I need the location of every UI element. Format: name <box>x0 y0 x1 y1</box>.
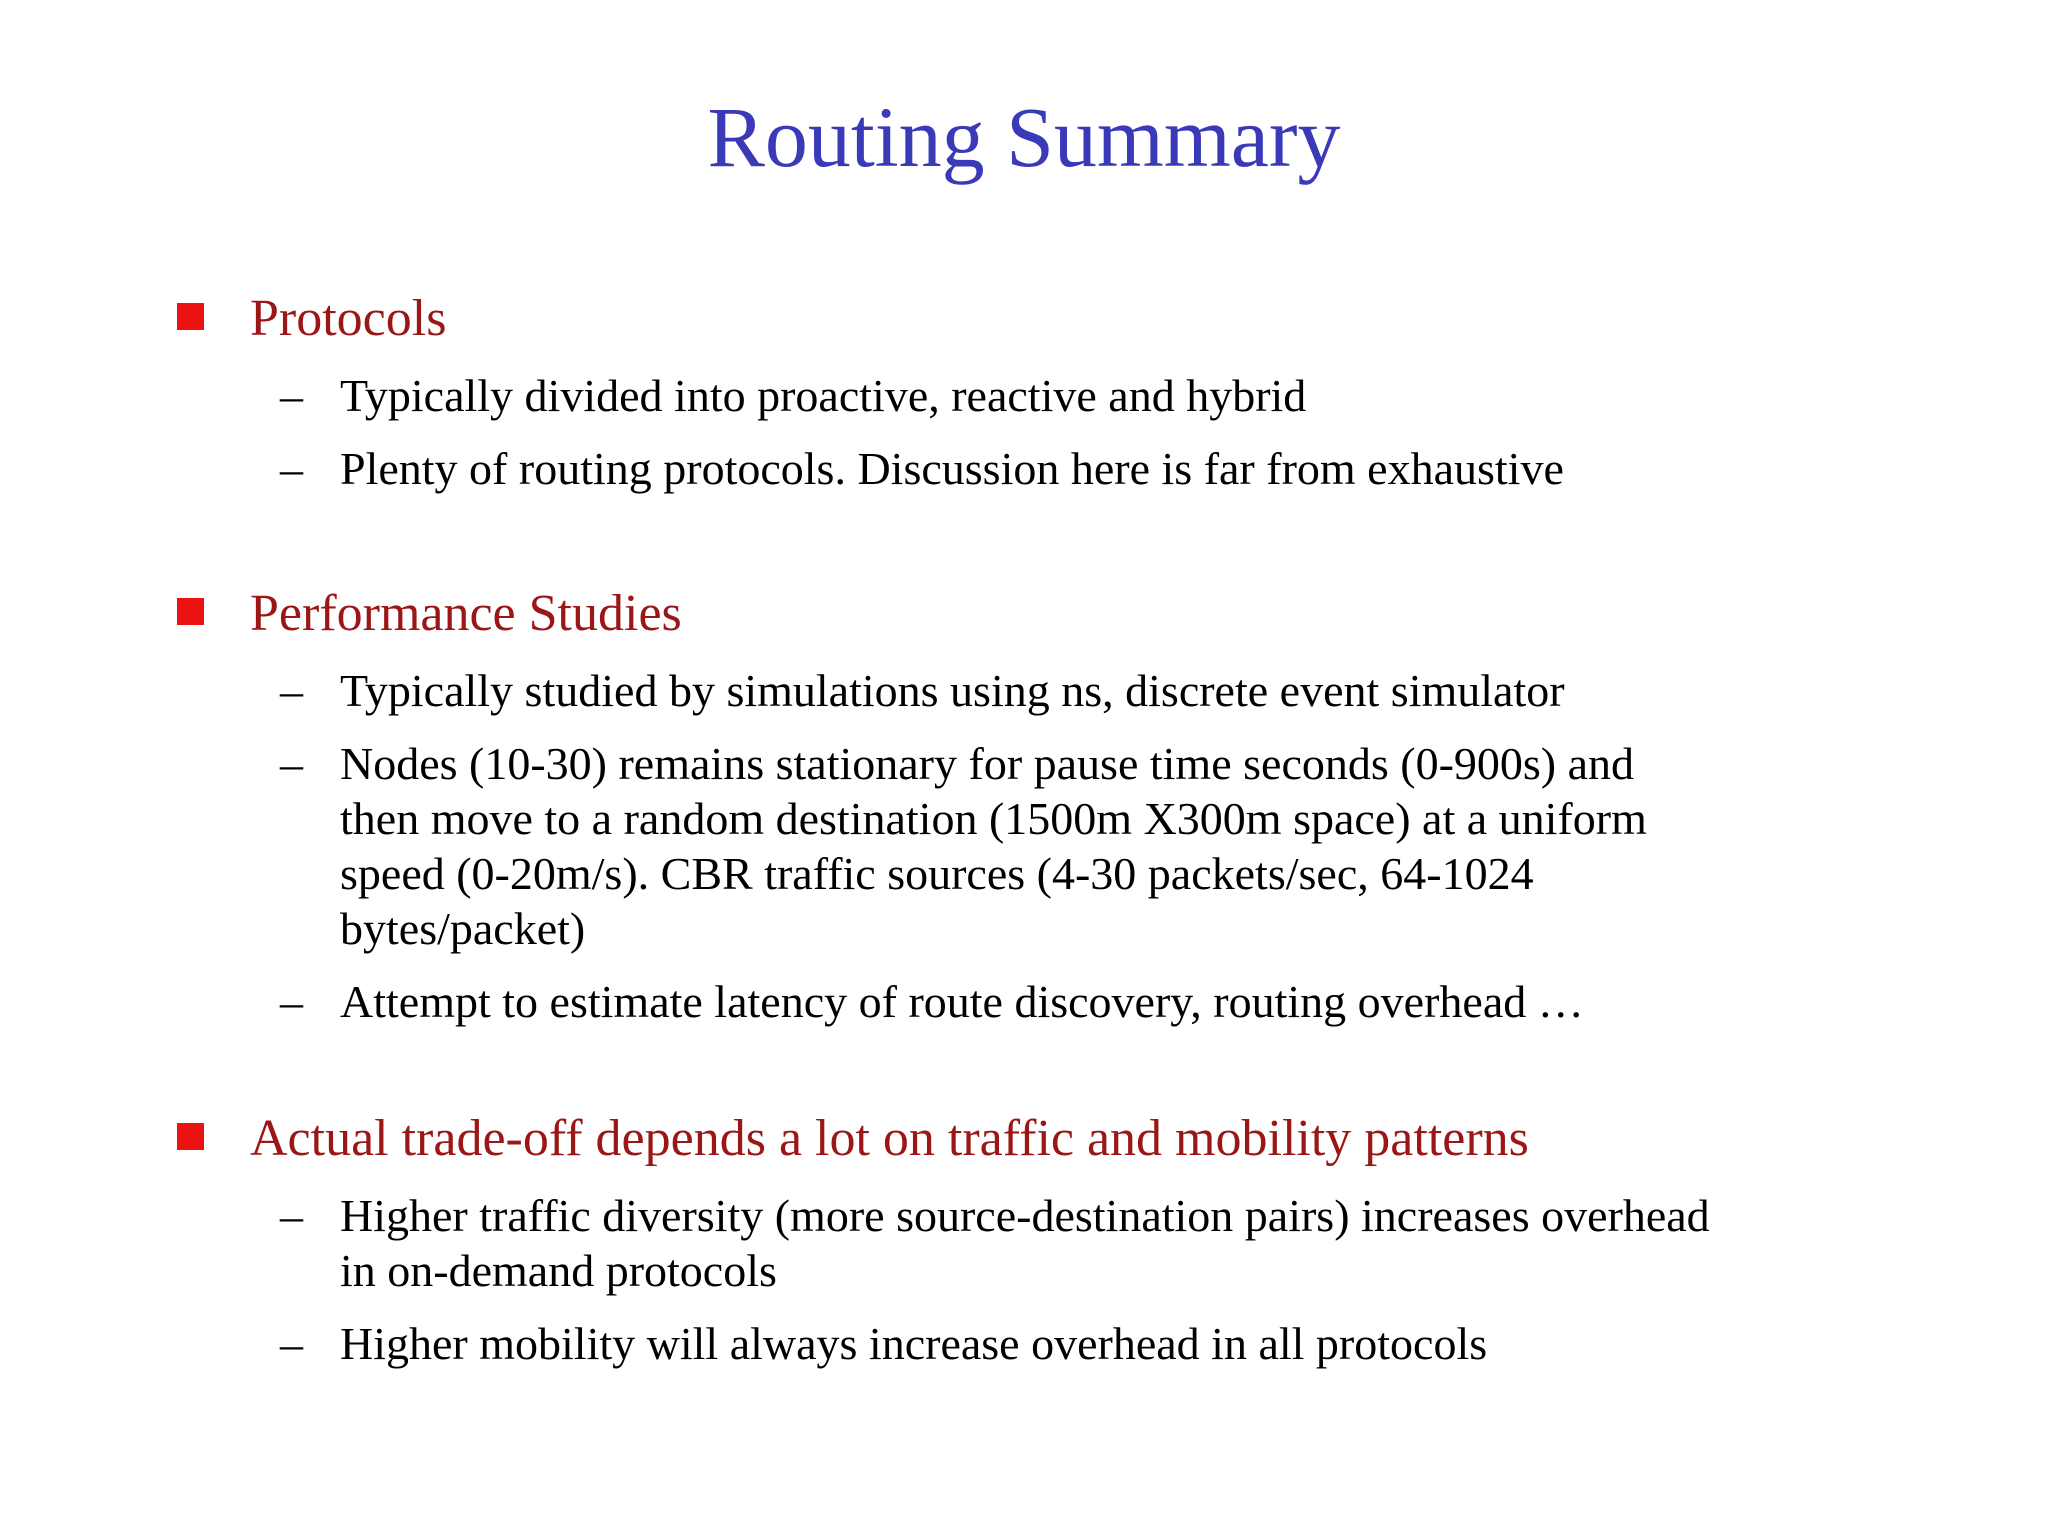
dash-bullet-icon: – <box>280 665 303 716</box>
bullet-item: – Typically studied by simulations using… <box>177 663 1647 718</box>
slide-title: Routing Summary <box>707 89 1341 185</box>
bullet-item-text: Higher mobility will always increase ove… <box>340 1318 1488 1369</box>
dash-bullet-icon: – <box>280 738 303 789</box>
dash-bullet-icon: – <box>280 1190 303 1241</box>
red-square-bullet-icon <box>177 1123 204 1150</box>
red-square-bullet-icon <box>177 598 204 625</box>
bullet-item-text: Typically studied by simulations using n… <box>340 665 1565 716</box>
bullet-item: – Plenty of routing protocols. Discussio… <box>177 441 1564 496</box>
section-tradeoff: Actual trade-off depends a lot on traffi… <box>177 1108 1710 1371</box>
bullet-item-text: Typically divided into proactive, reacti… <box>340 370 1307 421</box>
section-heading: Performance Studies <box>250 585 682 642</box>
section-protocols: Protocols – Typically divided into proac… <box>177 288 1564 496</box>
section-heading-row: Protocols <box>177 288 1564 350</box>
bullet-item-text: Nodes (10-30) remains stationary for pau… <box>340 738 1647 954</box>
bullet-item: – Typically divided into proactive, reac… <box>177 368 1564 423</box>
bullet-item: – Attempt to estimate latency of route d… <box>177 974 1647 1029</box>
bullet-item: – Higher traffic diversity (more source-… <box>177 1188 1710 1298</box>
section-heading: Protocols <box>250 290 447 347</box>
dash-bullet-icon: – <box>280 976 303 1027</box>
dash-bullet-icon: – <box>280 443 303 494</box>
bullet-item: – Nodes (10-30) remains stationary for p… <box>177 736 1647 956</box>
bullet-item-text: Plenty of routing protocols. Discussion … <box>340 443 1564 494</box>
section-performance-studies: Performance Studies – Typically studied … <box>177 583 1647 1029</box>
bullet-item-text: Higher traffic diversity (more source-de… <box>340 1190 1710 1296</box>
section-heading-row: Actual trade-off depends a lot on traffi… <box>177 1108 1710 1170</box>
dash-bullet-icon: – <box>280 370 303 421</box>
red-square-bullet-icon <box>177 303 204 330</box>
section-heading-row: Performance Studies <box>177 583 1647 645</box>
bullet-item: – Higher mobility will always increase o… <box>177 1316 1710 1371</box>
section-heading: Actual trade-off depends a lot on traffi… <box>250 1110 1529 1167</box>
bullet-item-text: Attempt to estimate latency of route dis… <box>340 976 1584 1027</box>
dash-bullet-icon: – <box>280 1318 303 1369</box>
